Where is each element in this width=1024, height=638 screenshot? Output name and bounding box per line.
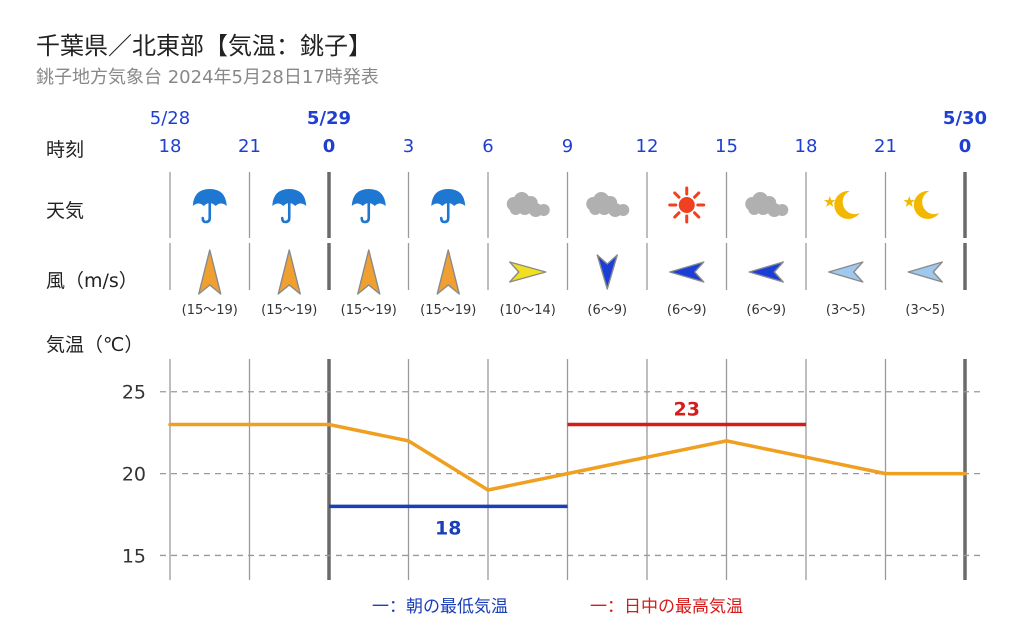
min-temp-label: 18 [435, 517, 461, 539]
wind-speed-label: (6〜9) [587, 303, 627, 318]
wind-arrow-icon [277, 249, 301, 295]
wind-speed-label: (15〜19) [341, 303, 397, 318]
weather-row-label: 天気 [46, 200, 85, 222]
wind-arrow-icon [828, 261, 864, 283]
moon-icon [903, 190, 940, 219]
wind-row-label: 風（m/s） [46, 270, 138, 292]
wind-speed-label: (10〜14) [500, 303, 556, 318]
umbrella-icon [431, 189, 466, 224]
cloud-icon [586, 192, 630, 217]
temperature-point [247, 422, 252, 427]
sun-icon [668, 186, 706, 224]
wind-speed-label: (15〜19) [420, 303, 476, 318]
wind-arrow-icon [596, 254, 618, 290]
time-tick-label: 9 [562, 136, 573, 157]
wind-arrow-icon [907, 261, 943, 283]
y-tick-label: 20 [122, 464, 146, 486]
temperature-point [963, 471, 967, 476]
temperature-point [565, 471, 570, 476]
temperature-point [168, 422, 172, 427]
wind-arrow-icon [669, 261, 705, 283]
temperature-point [724, 439, 729, 443]
time-tick-label: 6 [482, 136, 493, 157]
time-tick-label: 0 [959, 136, 972, 157]
wind-arrow-icon [357, 249, 381, 295]
wind-speed-label: (15〜19) [261, 303, 317, 318]
y-tick-label: 15 [122, 545, 146, 567]
legend-min-temp: 一：朝の最低気温 [372, 597, 508, 617]
time-tick-label: 12 [636, 136, 659, 157]
wind-speed-label: (6〜9) [746, 303, 786, 318]
wind-speed-label: (6〜9) [667, 303, 707, 318]
date-label: 5/30 [943, 108, 987, 129]
time-tick-label: 18 [159, 136, 182, 157]
temperature-point [883, 471, 888, 476]
wind-arrow-icon [436, 249, 460, 295]
temperature-point [406, 439, 411, 443]
time-tick-label: 21 [874, 136, 897, 157]
wind-speed-label: (3〜5) [826, 303, 866, 318]
temperature-row-label: 気温（℃） [46, 334, 144, 356]
time-tick-label: 18 [795, 136, 818, 157]
temperature-point [804, 455, 808, 460]
wind-arrow-icon [509, 261, 547, 283]
wind-speed-label: (3〜5) [905, 303, 945, 318]
umbrella-icon [351, 189, 386, 224]
page-title: 千葉県／北東部【気温：銚子】 [36, 32, 372, 60]
time-tick-label: 0 [323, 136, 336, 157]
umbrella-icon [272, 189, 307, 224]
umbrella-icon [192, 189, 227, 224]
page-subtitle: 銚子地方気象台 2024年5月28日17時発表 [36, 67, 379, 88]
time-row-label: 時刻 [46, 139, 85, 161]
max-temp-label: 23 [674, 398, 700, 420]
wind-speed-label: (15〜19) [182, 303, 238, 318]
time-tick-label: 15 [715, 136, 738, 157]
temperature-point [645, 455, 649, 460]
wind-arrow-icon [748, 261, 784, 283]
temperature-point [486, 488, 490, 492]
time-tick-label: 3 [403, 136, 414, 157]
wind-arrow-icon [198, 249, 222, 295]
date-label: 5/29 [307, 108, 351, 129]
cloud-icon [506, 192, 550, 217]
time-tick-label: 21 [238, 136, 261, 157]
date-label: 5/28 [150, 108, 190, 129]
cloud-icon [745, 192, 789, 217]
legend-max-temp: 一：日中の最高気温 [590, 597, 743, 617]
moon-icon [824, 190, 860, 219]
temperature-point [327, 422, 331, 427]
y-tick-label: 25 [122, 382, 146, 404]
